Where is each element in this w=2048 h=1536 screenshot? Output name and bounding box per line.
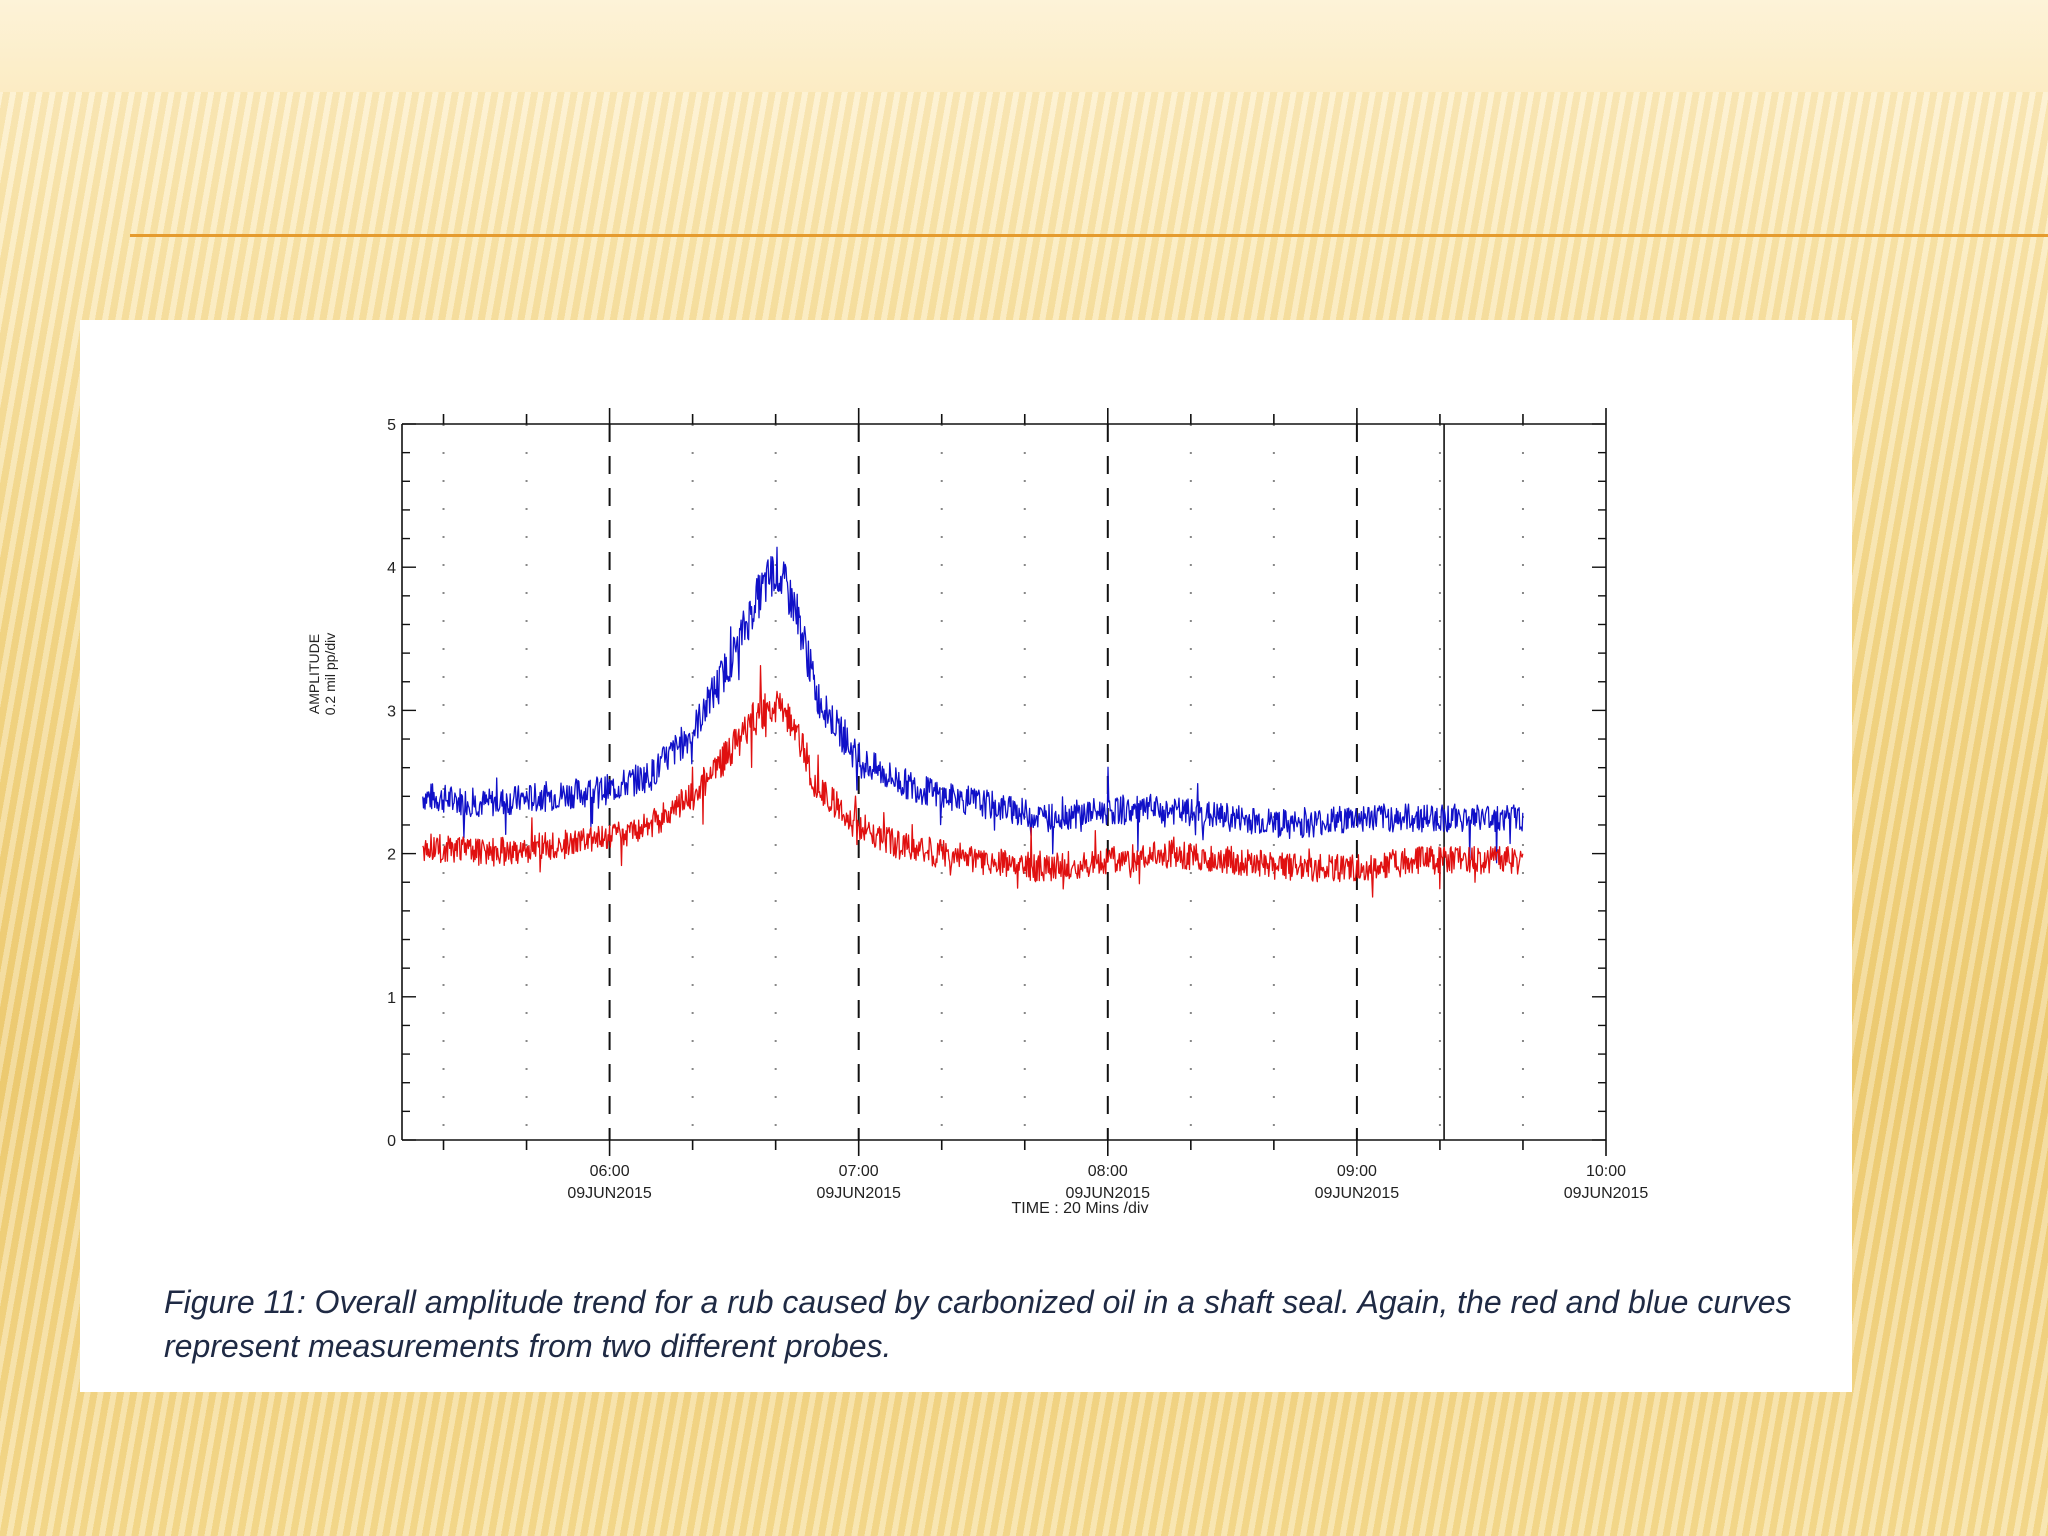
series-line-1 (422, 664, 1524, 898)
y-tick-label: 5 (387, 417, 396, 434)
title-underline (130, 234, 2048, 237)
amplitude-trend-chart: 0 1 2 3 4 5 06:00 09JUN2015 07:00 09JUN2015 08:00 0… (387, 408, 1648, 1202)
x-tick-label-date: 09JUN2015 (1315, 1185, 1400, 1202)
x-tick-label-time: 07:00 (839, 1163, 879, 1180)
x-tick-label-date: 09JUN2015 (1066, 1185, 1151, 1202)
x-tick-label-time: 06:00 (590, 1163, 630, 1180)
figure-panel: 0 1 2 3 4 5 06:00 09JUN2015 07:00 09JUN2015 08:00 0… (80, 320, 1852, 1392)
slide-top-band (0, 0, 2048, 92)
x-tick-label-time: 10:00 (1586, 1163, 1626, 1180)
tick-label-layer: 0 1 2 3 4 5 06:00 09JUN2015 07:00 09JUN2015 08:00 0… (387, 417, 1648, 1202)
y-tick-label: 1 (387, 990, 396, 1007)
y-tick-label: 3 (387, 703, 396, 720)
y-axis-title: AMPLITUDE 0.2 mil pp/div (306, 564, 342, 784)
x-tick-label-time: 09:00 (1337, 1163, 1377, 1180)
axes-layer (401, 408, 1607, 1156)
figure-caption: Figure 11: Overall amplitude trend for a… (164, 1284, 1792, 1364)
x-tick-label-time: 08:00 (1088, 1163, 1128, 1180)
x-tick-label-date: 09JUN2015 (567, 1185, 652, 1202)
y-tick-label: 2 (387, 847, 396, 864)
series-layer (422, 546, 1524, 898)
x-tick-label-date: 09JUN2015 (1564, 1185, 1649, 1202)
y-axis-title-line2: 0.2 mil pp/div (322, 632, 338, 716)
x-tick-label-date: 09JUN2015 (816, 1185, 901, 1202)
y-tick-label: 0 (387, 1133, 396, 1150)
series-line-0 (422, 546, 1524, 864)
y-axis-title-line1: AMPLITUDE (306, 633, 322, 715)
y-tick-label: 4 (387, 560, 396, 577)
x-axis-title: TIME : 20 Mins /div (1011, 1200, 1149, 1217)
